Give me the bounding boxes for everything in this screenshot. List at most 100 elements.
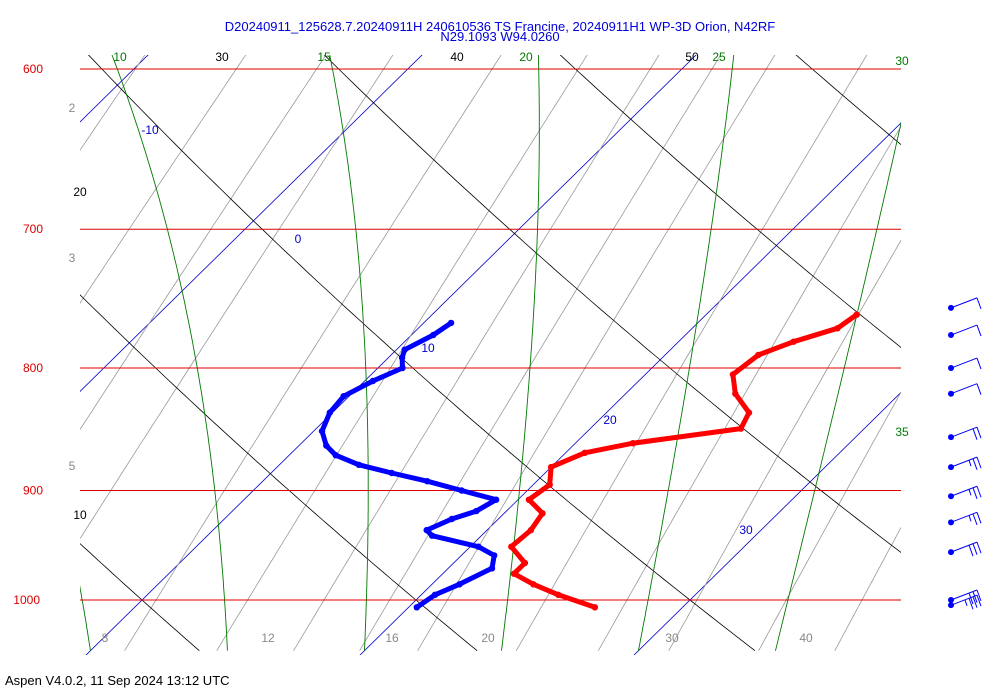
dry-adiabat-line bbox=[559, 55, 901, 349]
dewpoint-point bbox=[428, 532, 436, 539]
moist-adiabat-line bbox=[500, 55, 540, 651]
isobar-label-900: 900 bbox=[23, 483, 43, 497]
wind-barb-flag bbox=[976, 541, 982, 554]
wind-barb-half-flag bbox=[968, 515, 972, 522]
dewpoint-point bbox=[424, 478, 431, 485]
temperature-point bbox=[591, 604, 599, 611]
dewpoint-point bbox=[447, 319, 455, 327]
mixing-ratio-label-5: 5 bbox=[69, 459, 76, 473]
isotherm-label-10: 10 bbox=[421, 341, 435, 355]
dry-adiabat-line bbox=[80, 294, 478, 652]
temperature-point bbox=[737, 425, 745, 432]
mixing-ratio-line bbox=[80, 55, 146, 151]
moist-adiabat-line bbox=[111, 55, 228, 651]
isobar-lines bbox=[80, 68, 901, 601]
moist-adiabat-label-25: 25 bbox=[712, 50, 726, 64]
axis-labels: 600 700 800 900 1000 -10 0 10 20 30 10 20 30 40 50 10 15… bbox=[13, 50, 909, 645]
moist-adiabat-label-35: 35 bbox=[895, 425, 909, 439]
mixing-ratio-line bbox=[668, 239, 901, 651]
dry-adiabat-line bbox=[87, 55, 756, 652]
wind-barb-flag bbox=[968, 545, 974, 557]
dewpoint-point bbox=[475, 543, 482, 550]
wind-barb-half-flag bbox=[968, 460, 972, 467]
dry-adiabat-label-50: 50 bbox=[685, 50, 699, 64]
isotherm-line bbox=[633, 391, 901, 655]
mixing-ratio-label-16: 16 bbox=[385, 631, 399, 645]
wind-barb-staff bbox=[950, 383, 978, 395]
mixing-ratio-line bbox=[0, 0, 48, 651]
dewpoint-point bbox=[413, 604, 420, 611]
wind-barb-staff bbox=[950, 297, 978, 309]
mixing-ratio-label-12: 12 bbox=[261, 631, 275, 645]
isotherm-line bbox=[80, 55, 423, 393]
dewpoint-point bbox=[369, 377, 377, 385]
temperature-point bbox=[745, 409, 753, 416]
dewpoint-point bbox=[332, 452, 339, 459]
dry-adiabat-line bbox=[323, 55, 901, 553]
moist-adiabat-label-20: 20 bbox=[519, 50, 533, 64]
wind-barb-flag bbox=[972, 543, 978, 555]
dewpoint-point bbox=[448, 515, 455, 523]
dewpoint-point bbox=[488, 565, 496, 572]
dewpoint-point bbox=[492, 496, 500, 503]
temperature-point bbox=[555, 591, 562, 598]
wind-barb bbox=[948, 324, 982, 339]
wind-barb bbox=[948, 383, 982, 397]
wind-barb-flag bbox=[976, 589, 982, 602]
mixing-ratio-line bbox=[834, 526, 901, 651]
chart-title: D20240911_125628.7.20240911H 240610536 T… bbox=[224, 19, 776, 34]
mixing-ratio-line bbox=[216, 55, 588, 651]
dewpoint-point bbox=[355, 461, 363, 468]
temperature-point bbox=[527, 526, 535, 534]
wind-barb-flag bbox=[976, 297, 982, 310]
mixing-ratio-label-3: 3 bbox=[69, 251, 76, 265]
wind-barb-flag bbox=[972, 428, 978, 440]
wind-barb bbox=[948, 541, 982, 557]
mixing-ratio-line bbox=[80, 55, 247, 304]
wind-barb-staff bbox=[950, 324, 978, 336]
mixing-ratio-label-40: 40 bbox=[799, 631, 813, 645]
dry-adiabat-label-10: 10 bbox=[73, 508, 87, 522]
temperature-line bbox=[508, 312, 860, 610]
wind-barb-staff bbox=[950, 357, 978, 369]
mixing-ratio-label-8: 8 bbox=[102, 631, 109, 645]
mixing-ratio-line bbox=[293, 55, 660, 651]
isobar-label-600: 600 bbox=[23, 62, 43, 76]
isotherm-label-20: 20 bbox=[603, 413, 617, 427]
moist-adiabat-label-10: 10 bbox=[113, 50, 127, 64]
dry-adiabat-line bbox=[80, 543, 200, 652]
dewpoint-point bbox=[458, 487, 465, 494]
wind-barb-staff bbox=[950, 589, 978, 601]
dewpoint-point bbox=[491, 552, 498, 559]
sounding-profiles bbox=[318, 311, 860, 611]
wind-barb bbox=[948, 485, 982, 500]
chart-subtitle: N29.1093 W94.0260 bbox=[440, 29, 560, 44]
temperature-point bbox=[834, 325, 841, 332]
isobar-label-800: 800 bbox=[23, 361, 43, 375]
mixing-ratio-label-20: 20 bbox=[481, 631, 495, 645]
wind-barb bbox=[948, 511, 982, 526]
dewpoint-point bbox=[423, 526, 430, 534]
mixing-ratio-line bbox=[515, 55, 868, 651]
dry-adiabat-label-20: 20 bbox=[73, 185, 87, 199]
temperature-point bbox=[510, 570, 518, 577]
temperature-point bbox=[508, 543, 515, 550]
mixing-ratio-line bbox=[124, 55, 502, 651]
moist-adiabat-line bbox=[80, 585, 91, 651]
dewpoint-point bbox=[431, 591, 439, 598]
dewpoint-point bbox=[398, 354, 406, 361]
mixing-ratio-line bbox=[80, 55, 327, 431]
dewpoint-point bbox=[430, 331, 437, 339]
moist-adiabat-line bbox=[774, 121, 901, 651]
wind-barb-flag bbox=[976, 486, 982, 498]
wind-barb bbox=[948, 426, 982, 441]
wind-barb-staff bbox=[950, 511, 978, 523]
temperature-point bbox=[629, 440, 637, 447]
moist-adiabat-label-15: 15 bbox=[317, 50, 331, 64]
temperature-point bbox=[581, 449, 588, 456]
dewpoint-point bbox=[401, 346, 408, 353]
dewpoint-point bbox=[323, 442, 330, 449]
mixing-ratio-line bbox=[80, 55, 394, 540]
temperature-point bbox=[547, 463, 555, 471]
